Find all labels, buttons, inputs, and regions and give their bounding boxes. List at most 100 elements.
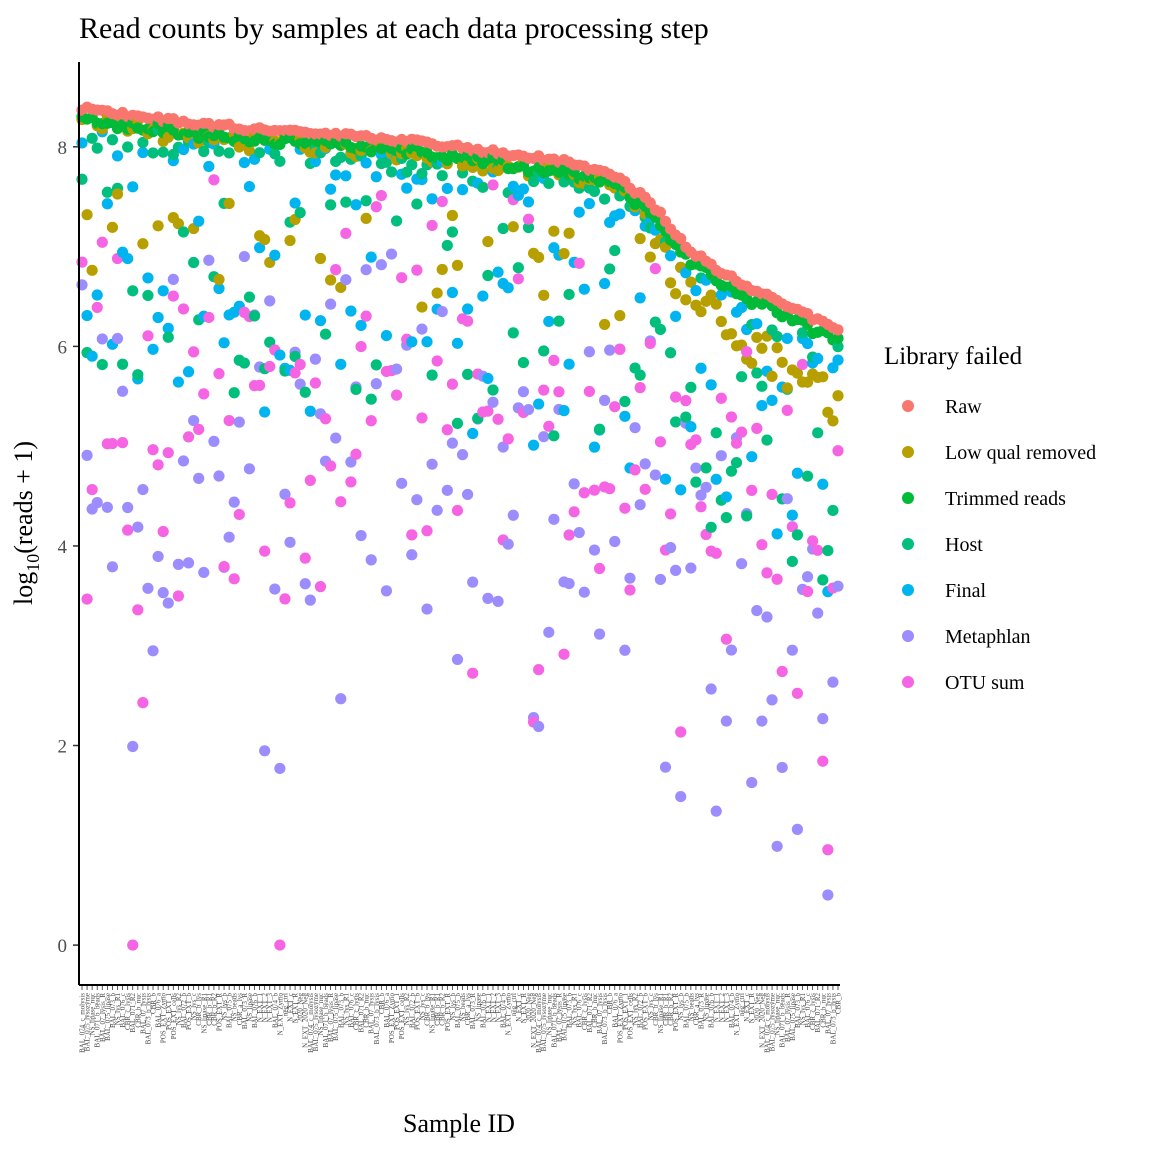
point-host xyxy=(223,147,235,159)
point-otu-sum xyxy=(730,437,743,449)
legend-key-low-qual-removed xyxy=(902,446,914,458)
x-tick-label: NS_lipase_R1 xyxy=(200,993,208,1034)
x-tick-label: neg_ctrl xyxy=(738,993,746,1016)
point-host xyxy=(411,198,423,210)
x-tick-label: NS_lys_R2 xyxy=(175,993,183,1026)
x-tick-label: NS_beads xyxy=(231,993,239,1022)
point-otu-sum xyxy=(122,524,134,536)
point-final xyxy=(456,184,469,196)
point-otu-sum xyxy=(375,189,387,202)
point-otu-sum xyxy=(715,392,727,404)
point-metaphlan xyxy=(487,396,499,408)
point-metaphlan xyxy=(330,432,342,444)
point-host xyxy=(86,132,98,144)
x-tick-label: BAL_073_b_lysis xyxy=(144,993,152,1045)
point-low-qual-removed xyxy=(664,277,677,289)
x-tick-label: CBR_b_R1 xyxy=(662,993,670,1026)
point-final xyxy=(817,478,829,490)
x-tick-label: N_EXT_Zymo xyxy=(276,993,284,1036)
point-final xyxy=(599,277,611,290)
point-metaphlan xyxy=(147,645,159,657)
point-metaphlan xyxy=(360,264,372,276)
point-final xyxy=(274,349,286,361)
point-otu-sum xyxy=(319,413,332,425)
point-final xyxy=(365,251,377,263)
point-host xyxy=(497,222,509,235)
point-otu-sum xyxy=(365,415,377,427)
point-low-qual-removed xyxy=(106,221,119,233)
point-host xyxy=(588,185,601,197)
point-metaphlan xyxy=(735,558,748,570)
point-final xyxy=(330,169,342,181)
x-tick-label: NS_lys_R1 xyxy=(114,993,122,1026)
x-tick-label: BAL_076_a xyxy=(155,992,163,1028)
point-otu-sum xyxy=(593,562,606,575)
x-tick-label: BAL_071_R2 xyxy=(586,993,594,1033)
x-tick-label: POS_EXT_1 xyxy=(621,993,629,1030)
point-final xyxy=(735,301,748,314)
point-low-qual-removed xyxy=(507,221,519,233)
point-low-qual-removed xyxy=(360,212,372,224)
point-metaphlan xyxy=(497,441,509,453)
point-otu-sum xyxy=(781,404,793,416)
x-tick-label: BAL_071_R2 xyxy=(814,993,822,1033)
x-tick-label: CBR_b xyxy=(150,993,158,1015)
x-tick-label: CBR_c_lysis xyxy=(124,993,132,1030)
point-metaphlan xyxy=(390,363,403,375)
point-host xyxy=(106,134,119,146)
point-otu-sum xyxy=(416,412,428,424)
point-low-qual-removed xyxy=(137,238,149,250)
x-tick-label: NS_lipase_R1 xyxy=(657,993,665,1034)
point-host xyxy=(406,159,418,171)
x-tick-label: N_EXT_2020_Neg xyxy=(530,993,538,1048)
point-otu-sum xyxy=(670,391,682,403)
x-tick-label: BAL_076_a xyxy=(611,992,619,1028)
x-tick-label: CBR_c_lysis xyxy=(581,993,589,1030)
point-host xyxy=(832,341,844,353)
x-tick-label: CBR_b_lys xyxy=(195,993,203,1026)
point-metaphlan xyxy=(101,501,113,513)
point-otu-sum xyxy=(147,444,159,456)
point-final xyxy=(832,354,844,366)
x-tick-label: CBR_b_nuc xyxy=(591,993,599,1028)
x-tick-label: CBR_b xyxy=(606,993,614,1015)
point-otu-sum xyxy=(538,384,550,396)
point-otu-sum xyxy=(791,687,804,699)
x-tick-label: BAL_073_b_lysis xyxy=(829,993,837,1045)
point-final xyxy=(619,410,631,422)
point-metaphlan xyxy=(264,295,276,307)
point-metaphlan xyxy=(482,592,494,604)
point-otu-sum xyxy=(193,423,205,435)
point-metaphlan xyxy=(593,628,606,640)
point-final xyxy=(314,315,327,327)
point-metaphlan xyxy=(578,586,590,598)
point-metaphlan xyxy=(492,595,504,607)
x-tick-label: NS_beads xyxy=(459,993,467,1022)
point-low-qual-removed xyxy=(259,233,271,246)
point-otu-sum xyxy=(335,496,347,508)
point-final xyxy=(527,439,540,451)
point-otu-sum xyxy=(162,447,174,459)
point-host xyxy=(664,347,677,359)
point-metaphlan xyxy=(411,494,423,506)
point-final xyxy=(259,406,271,418)
point-host xyxy=(517,356,530,369)
point-host xyxy=(294,207,306,219)
point-final xyxy=(441,182,453,195)
point-low-qual-removed xyxy=(766,370,778,383)
x-tick-label: NS_lipase_nuc xyxy=(89,993,97,1035)
point-host xyxy=(522,221,535,234)
point-otu-sum xyxy=(771,573,783,585)
point-low-qual-removed xyxy=(746,357,758,369)
point-metaphlan xyxy=(604,344,616,356)
point-metaphlan xyxy=(654,573,667,586)
point-host xyxy=(177,226,190,238)
point-metaphlan xyxy=(203,254,215,266)
point-final xyxy=(710,473,722,485)
point-otu-sum xyxy=(274,939,286,951)
point-otu-sum xyxy=(441,424,453,436)
point-host xyxy=(730,456,743,469)
point-otu-sum xyxy=(796,358,809,371)
point-low-qual-removed xyxy=(111,188,124,200)
point-metaphlan xyxy=(111,332,124,345)
